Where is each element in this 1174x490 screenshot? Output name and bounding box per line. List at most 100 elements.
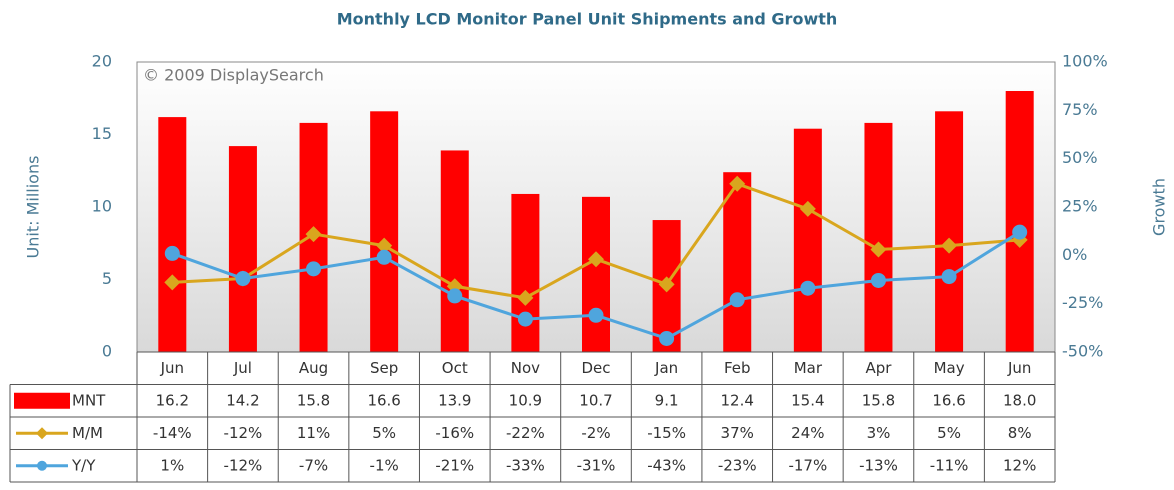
data-label: 11% — [297, 424, 330, 442]
marker — [941, 269, 957, 285]
bar — [1005, 91, 1034, 352]
data-label: -22% — [506, 424, 545, 442]
data-label: -17% — [788, 456, 827, 474]
y-tick-label: 15 — [92, 124, 112, 143]
marker — [659, 330, 675, 346]
marker — [658, 276, 675, 293]
y-tick-label: 5 — [102, 269, 112, 288]
x-tick-label: Dec — [581, 359, 610, 377]
data-label: 15.4 — [791, 391, 824, 409]
data-label: 16.6 — [367, 391, 400, 409]
marker — [870, 241, 887, 258]
legend-marker — [37, 460, 47, 471]
data-label: 10.9 — [509, 391, 542, 409]
data-label: 37% — [721, 424, 754, 442]
data-label: 8% — [1008, 424, 1032, 442]
marker — [870, 272, 886, 288]
data-label: -12% — [224, 424, 263, 442]
x-tick-label: Aug — [299, 359, 328, 377]
bar — [723, 172, 752, 352]
data-label: -43% — [647, 456, 686, 474]
x-tick-label: Apr — [865, 359, 892, 377]
data-label: -14% — [153, 424, 192, 442]
marker — [305, 226, 322, 243]
marker — [729, 175, 746, 192]
watermark: © 2009 DisplaySearch — [143, 66, 324, 85]
marker — [306, 261, 322, 277]
data-label: -1% — [370, 456, 399, 474]
legend-label: M/M — [72, 424, 103, 442]
y-tick-label: 10 — [92, 197, 112, 216]
y2-tick-label: 0% — [1062, 245, 1087, 264]
marker — [517, 311, 533, 327]
y2-tick-label: -50% — [1062, 342, 1103, 361]
data-label: 9.1 — [655, 391, 679, 409]
data-label: -16% — [435, 424, 474, 442]
bar — [582, 196, 610, 352]
x-tick-label: Jul — [233, 359, 252, 377]
bar — [511, 193, 540, 352]
y2-tick-label: 25% — [1062, 197, 1098, 216]
data-label: 10.7 — [579, 391, 612, 409]
data-label: -7% — [299, 456, 328, 474]
data-label: 13.9 — [438, 391, 471, 409]
data-label: -33% — [506, 456, 545, 474]
marker — [1012, 224, 1028, 240]
data-label: 16.2 — [156, 391, 189, 409]
y2-tick-label: 50% — [1062, 148, 1098, 167]
data-label: 16.6 — [932, 391, 965, 409]
data-label: 12.4 — [721, 391, 754, 409]
data-label: 5% — [372, 424, 396, 442]
marker — [235, 271, 251, 287]
legend-swatch — [14, 392, 70, 409]
data-label: 3% — [867, 424, 891, 442]
data-label: 1% — [160, 456, 184, 474]
y2-axis-label: Growth — [1150, 178, 1169, 236]
marker — [941, 237, 958, 254]
x-tick-label: Mar — [794, 359, 823, 377]
marker — [588, 251, 604, 268]
data-label: -12% — [224, 456, 263, 474]
bar — [440, 150, 469, 352]
data-label: 12% — [1003, 456, 1036, 474]
data-label: 24% — [791, 424, 824, 442]
data-label: 5% — [937, 424, 961, 442]
marker — [164, 274, 181, 291]
marker — [799, 200, 816, 217]
marker — [376, 237, 393, 254]
data-label: -21% — [435, 456, 474, 474]
marker — [800, 280, 816, 296]
x-tick-label: Nov — [511, 359, 540, 377]
marker — [729, 292, 745, 308]
marker — [588, 307, 604, 323]
marker — [376, 249, 392, 265]
data-label: -15% — [647, 424, 686, 442]
x-tick-label: Feb — [724, 359, 751, 377]
data-label: 14.2 — [226, 391, 259, 409]
x-tick-label: Oct — [442, 359, 468, 377]
data-label: 15.8 — [862, 391, 895, 409]
data-label: -11% — [930, 456, 969, 474]
y-axis-label: Unit: Millions — [24, 156, 43, 259]
bar — [864, 122, 893, 353]
x-tick-label: Jan — [654, 359, 678, 377]
marker — [447, 288, 463, 304]
chart-title: Monthly LCD Monitor Panel Unit Shipments… — [337, 10, 838, 29]
bar — [158, 117, 187, 352]
x-tick-label: Sep — [370, 359, 398, 377]
legend-label: MNT — [72, 391, 106, 409]
legend-marker — [36, 427, 48, 440]
y2-tick-label: 75% — [1062, 100, 1098, 119]
y-tick-label: 0 — [102, 342, 112, 361]
marker — [517, 289, 534, 306]
marker — [164, 245, 180, 261]
data-label: -23% — [718, 456, 757, 474]
data-label: 15.8 — [297, 391, 330, 409]
data-label: -2% — [581, 424, 610, 442]
data-label: -31% — [577, 456, 616, 474]
y-tick-label: 20 — [92, 52, 112, 71]
y2-tick-label: 100% — [1062, 52, 1108, 71]
data-label: 18.0 — [1003, 391, 1036, 409]
x-tick-label: May — [934, 359, 965, 377]
